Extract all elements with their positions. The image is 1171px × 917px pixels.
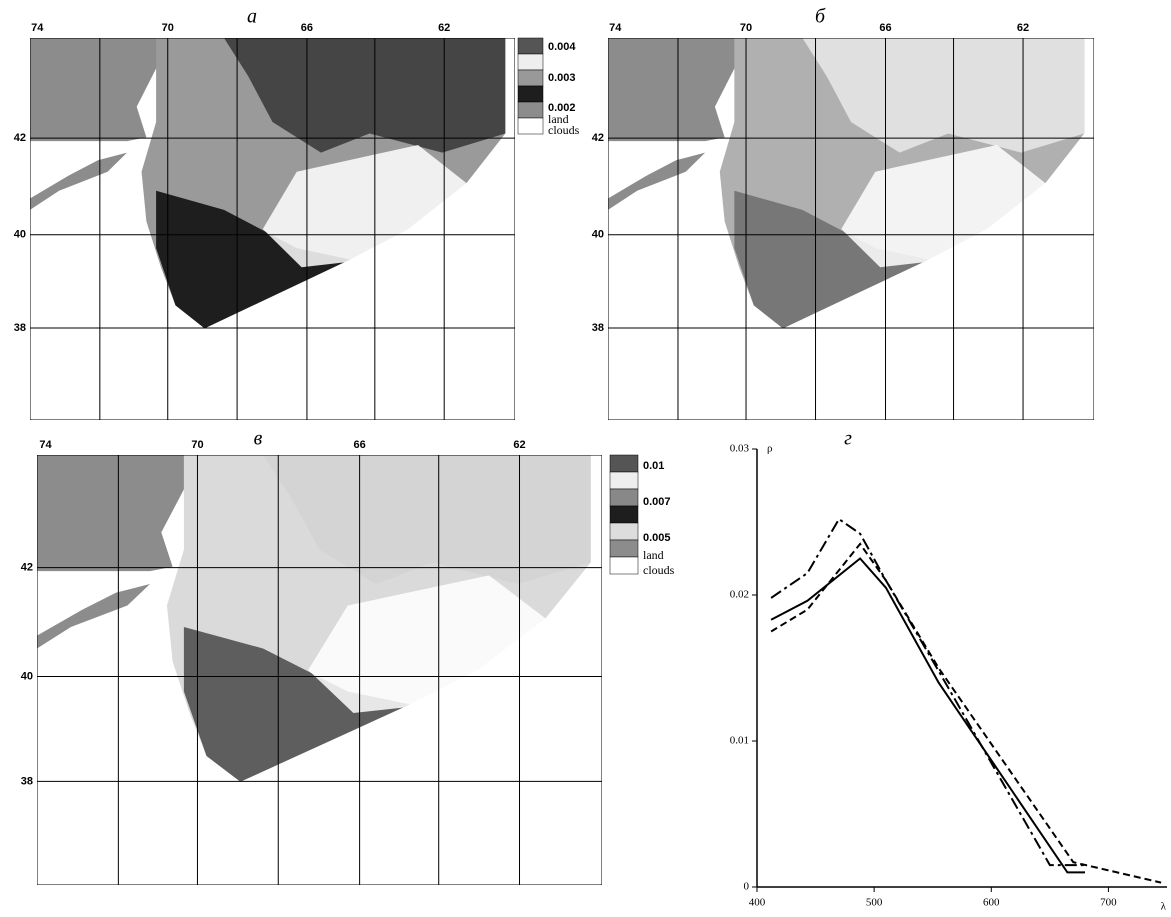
legend-label: clouds (643, 563, 675, 577)
lat-label: 40 (14, 229, 26, 241)
lat-label: 38 (14, 322, 26, 334)
legend-label: 0.004 (548, 41, 576, 53)
lon-label: 66 (353, 439, 365, 451)
legend-label: 0.007 (643, 496, 671, 508)
lat-label: 42 (14, 132, 26, 144)
legend-label: 0.01 (643, 460, 664, 472)
lon-label: 70 (162, 22, 174, 34)
x-tick-label: 700 (1100, 897, 1117, 909)
lat-label: 42 (592, 132, 604, 144)
panel-label: в (254, 428, 263, 450)
x-axis-label: λ (1161, 901, 1167, 913)
lon-label: 66 (301, 22, 313, 34)
lon-label: 74 (609, 22, 622, 34)
lon-label: 70 (191, 439, 203, 451)
lat-label: 40 (592, 229, 604, 241)
chart-label: г (844, 428, 852, 450)
lon-label: 74 (31, 22, 44, 34)
series-line (771, 519, 1085, 865)
x-tick-label: 500 (866, 897, 883, 909)
lat-label: 38 (21, 775, 33, 787)
panel-label: а (247, 6, 257, 28)
legend-label: clouds (548, 123, 580, 137)
lat-label: 42 (21, 562, 33, 574)
lon-label: 66 (879, 22, 891, 34)
figure: а747066624240380.0040.0030.002landclouds… (0, 0, 1171, 917)
map-a (30, 38, 515, 420)
map-c (37, 455, 602, 885)
lat-label: 40 (21, 670, 33, 682)
y-axis-label: ρ (767, 443, 773, 455)
lon-label: 62 (513, 439, 525, 451)
legend-label: land (643, 548, 664, 562)
y-tick-label: 0.02 (730, 589, 749, 601)
y-tick-label: 0.01 (730, 735, 749, 747)
x-tick-label: 400 (749, 897, 766, 909)
panel-label: б (815, 6, 826, 28)
lon-label: 62 (1017, 22, 1029, 34)
series-line (771, 544, 1161, 883)
legend-a-swatches (518, 38, 543, 134)
lon-label: 62 (438, 22, 450, 34)
lat-label: 38 (592, 322, 604, 334)
map-b (608, 38, 1094, 420)
legend-c-swatches (610, 455, 638, 574)
legend-label: 0.003 (548, 72, 576, 84)
x-tick-label: 600 (983, 897, 1000, 909)
lon-label: 74 (39, 439, 52, 451)
legend-label: 0.005 (643, 532, 671, 544)
lon-label: 70 (740, 22, 752, 34)
y-tick-label: 0.03 (730, 443, 750, 455)
y-tick-label: 0 (744, 881, 750, 893)
series-line (771, 559, 1085, 873)
